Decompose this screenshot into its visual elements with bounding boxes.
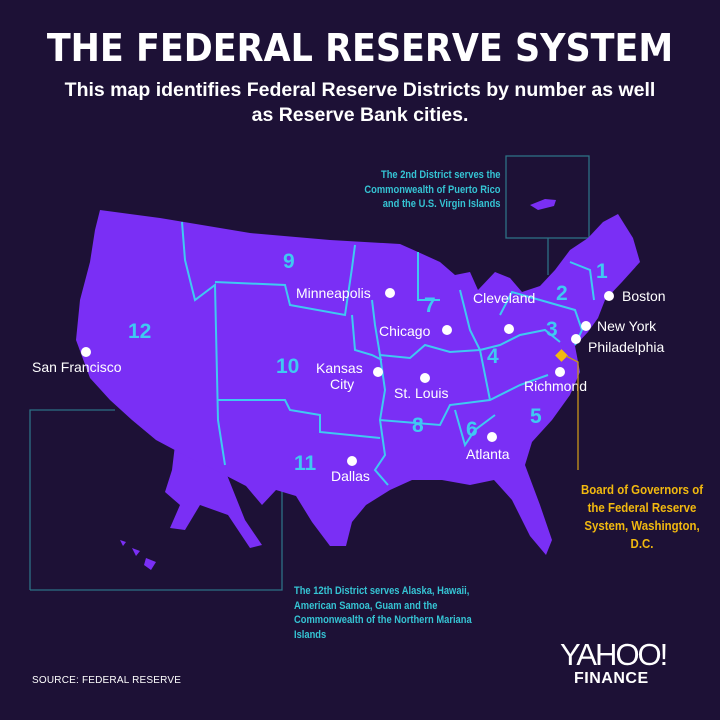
district-number-9: 9 [283,250,295,273]
district-number-5: 5 [530,405,542,428]
st-louis-marker[interactable] [420,373,430,383]
new-york-marker[interactable] [581,321,591,331]
district-number-10: 10 [276,355,299,378]
san-francisco-marker[interactable] [81,347,91,357]
dallas-marker[interactable] [347,456,357,466]
district-number-12: 12 [128,320,151,343]
board-leader-line [565,355,579,470]
district-number-2: 2 [556,282,568,305]
district-number-3: 3 [546,318,558,341]
city-label-cleveland: Cleveland [473,290,535,306]
city-label-st-louis: St. Louis [394,385,448,401]
contiguous-us-shape [76,210,640,555]
district-number-1: 1 [596,260,608,283]
city-label-boston: Boston [622,288,666,304]
district-number-4: 4 [487,345,499,368]
puerto-rico-shape [530,199,556,210]
city-label-kansas-city-line1: Kansas [316,360,363,376]
page-subtitle: This map identifies Federal Reserve Dist… [64,79,656,126]
city-label-chicago: Chicago [379,323,431,339]
yahoo-logo: YAHOO! [560,637,668,672]
city-label-san-francisco: San Francisco [32,359,122,375]
cleveland-marker[interactable] [504,324,514,334]
city-label-minneapolis: Minneapolis [296,285,371,301]
city-label-kansas-city-line2: City [330,376,354,392]
page-title: THE FEDERAL RESERVE SYSTEM [46,26,674,70]
atlanta-marker[interactable] [487,432,497,442]
city-label-richmond: Richmond [524,378,587,394]
district-number-7: 7 [424,294,436,317]
district-12-note: The 12th District serves Alaska, Hawaii,… [294,585,472,641]
city-markers [81,288,614,466]
kansas-city-marker[interactable] [373,367,383,377]
philadelphia-marker[interactable] [571,334,581,344]
hawaii-shape [120,540,156,570]
source-note: SOURCE: FEDERAL RESERVE [32,675,182,686]
city-label-atlanta: Atlanta [466,446,510,462]
chicago-marker[interactable] [442,325,452,335]
boston-marker[interactable] [604,291,614,301]
alaska-shape [165,440,262,548]
district-number-11: 11 [294,452,317,475]
richmond-marker[interactable] [555,367,565,377]
district-number-8: 8 [412,414,424,437]
board-of-governors-label: Board of Governors of the Federal Reserv… [580,482,704,551]
district-2-note: The 2nd District serves the Commonwealth… [364,169,501,210]
puerto-rico-inset-box [505,155,590,239]
city-label-new-york: New York [597,318,657,334]
district-number-6: 6 [466,418,478,441]
minneapolis-marker[interactable] [385,288,395,298]
city-label-dallas: Dallas [331,468,370,484]
finance-logo: FINANCE [574,670,649,687]
district-boundaries [181,221,595,486]
city-label-philadelphia: Philadelphia [588,339,664,355]
